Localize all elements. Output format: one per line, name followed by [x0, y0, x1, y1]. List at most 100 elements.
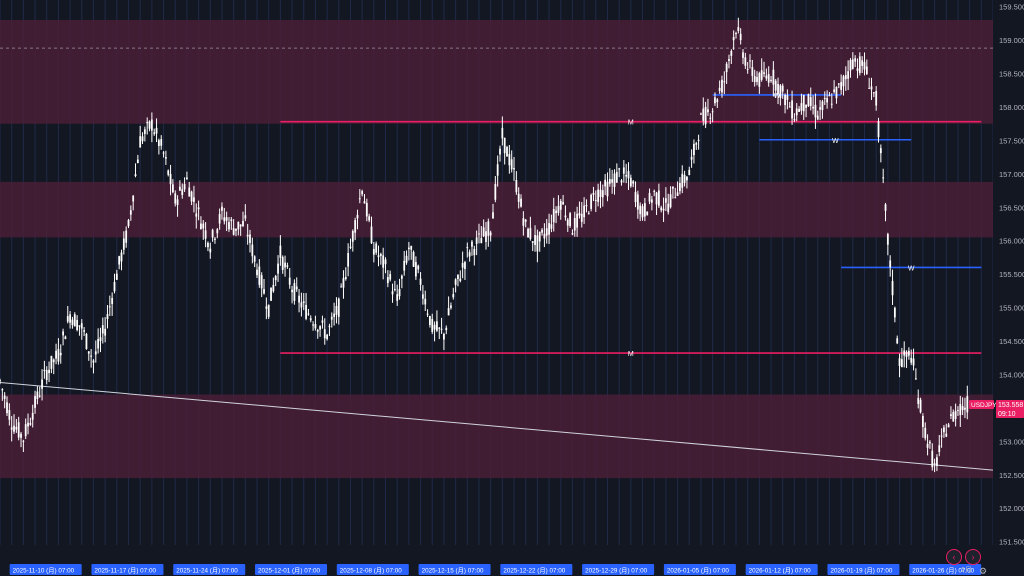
candle-body — [228, 222, 230, 230]
candle-body — [347, 252, 350, 267]
price-tick-label: 158.500 — [999, 70, 1024, 79]
settings-button[interactable]: ⚙ — [978, 566, 988, 576]
candle-body — [55, 350, 57, 359]
candle-body — [566, 219, 569, 226]
candle-body — [10, 427, 13, 430]
candle-body — [335, 305, 338, 315]
candle-body — [314, 323, 317, 329]
price-tick-label: 152.000 — [999, 504, 1024, 513]
candle-body — [760, 70, 763, 80]
candle-body — [391, 291, 394, 295]
time-tick-badge — [91, 564, 164, 575]
candle-body — [763, 72, 765, 74]
candle-body — [407, 247, 410, 250]
candle-body — [143, 129, 146, 134]
candle-body — [438, 327, 441, 329]
candle-body — [828, 95, 831, 97]
candle-body — [108, 306, 111, 308]
candle-body — [489, 232, 492, 236]
candle-body — [508, 154, 511, 166]
candle-body — [230, 219, 233, 222]
candle-body — [99, 337, 102, 342]
candle-body — [386, 277, 389, 284]
candle-body — [221, 206, 223, 211]
time-tick-label: 2025-12-08 (月) 07:00 — [340, 567, 402, 575]
candle-body — [872, 92, 875, 94]
candle-body — [258, 266, 261, 285]
candle-body — [295, 286, 298, 290]
price-tick-label: 159.000 — [999, 36, 1024, 45]
candle-body — [898, 358, 901, 366]
candle-body — [718, 87, 721, 91]
candle-body — [966, 396, 969, 413]
level-label: W — [908, 265, 915, 272]
candle-body — [632, 181, 635, 184]
candle-body — [468, 252, 471, 257]
candle-body — [648, 192, 651, 202]
candle-body — [118, 256, 121, 265]
candle-body — [957, 409, 959, 411]
candle-body — [639, 205, 642, 215]
zone — [0, 20, 993, 124]
candle-body — [756, 77, 758, 82]
candle-body — [903, 350, 906, 356]
candle-body — [702, 108, 705, 121]
candle-body — [496, 164, 499, 176]
candle-body — [307, 313, 310, 315]
candle-body — [382, 255, 385, 268]
price-tick-label: 154.000 — [999, 370, 1024, 379]
candle-body — [326, 334, 329, 340]
candle-body — [865, 66, 868, 74]
candle-body — [604, 179, 607, 187]
candle-body — [842, 76, 845, 87]
time-tick-badge — [663, 564, 736, 575]
price-tick-label: 156.500 — [999, 203, 1024, 212]
candle-body — [429, 316, 431, 325]
candle-body — [76, 319, 79, 331]
candle-body — [291, 289, 293, 293]
candle-body — [765, 75, 768, 79]
candle-body — [573, 218, 576, 231]
candle-body — [29, 423, 32, 425]
candle-body — [662, 208, 665, 211]
candle-body — [543, 233, 546, 239]
candle-body — [896, 338, 899, 344]
candle-body — [919, 399, 922, 413]
time-tick-label: 2025-12-15 (月) 07:00 — [422, 567, 484, 575]
candle-body — [370, 226, 373, 244]
candle-body — [545, 228, 548, 236]
time-tick-badge — [418, 564, 491, 575]
candle-body — [272, 284, 275, 292]
candle-body — [171, 184, 174, 193]
candle-body — [527, 228, 529, 238]
candle-body — [812, 106, 814, 109]
candle-body — [251, 244, 254, 257]
nav-left-button[interactable]: ‹ — [946, 549, 962, 565]
zone — [0, 181, 993, 238]
candle-body — [340, 286, 343, 288]
candle-body — [809, 97, 812, 107]
time-tick-badge — [255, 564, 328, 575]
candle-body — [940, 435, 943, 437]
candle-body — [160, 139, 163, 146]
candle-body — [646, 211, 649, 216]
candle-body — [777, 83, 779, 95]
candle-body — [557, 205, 560, 213]
candle-body — [552, 209, 555, 223]
candle-body — [111, 298, 114, 304]
time-tick-label: 2026-01-05 (月) 07:00 — [667, 567, 729, 575]
price-tick-label: 153.000 — [999, 437, 1024, 446]
candle-body — [952, 412, 955, 422]
nav-right-button[interactable]: › — [965, 549, 981, 565]
candle-body — [597, 189, 600, 202]
candle-body — [193, 197, 195, 202]
candle-body — [503, 137, 506, 154]
candle-body — [798, 108, 800, 112]
candle-body — [945, 433, 948, 437]
candle-body — [265, 306, 268, 309]
candle-body — [559, 200, 562, 210]
price-tick-label: 155.000 — [999, 304, 1024, 313]
candle-body — [634, 191, 637, 203]
candle-body — [393, 289, 396, 291]
